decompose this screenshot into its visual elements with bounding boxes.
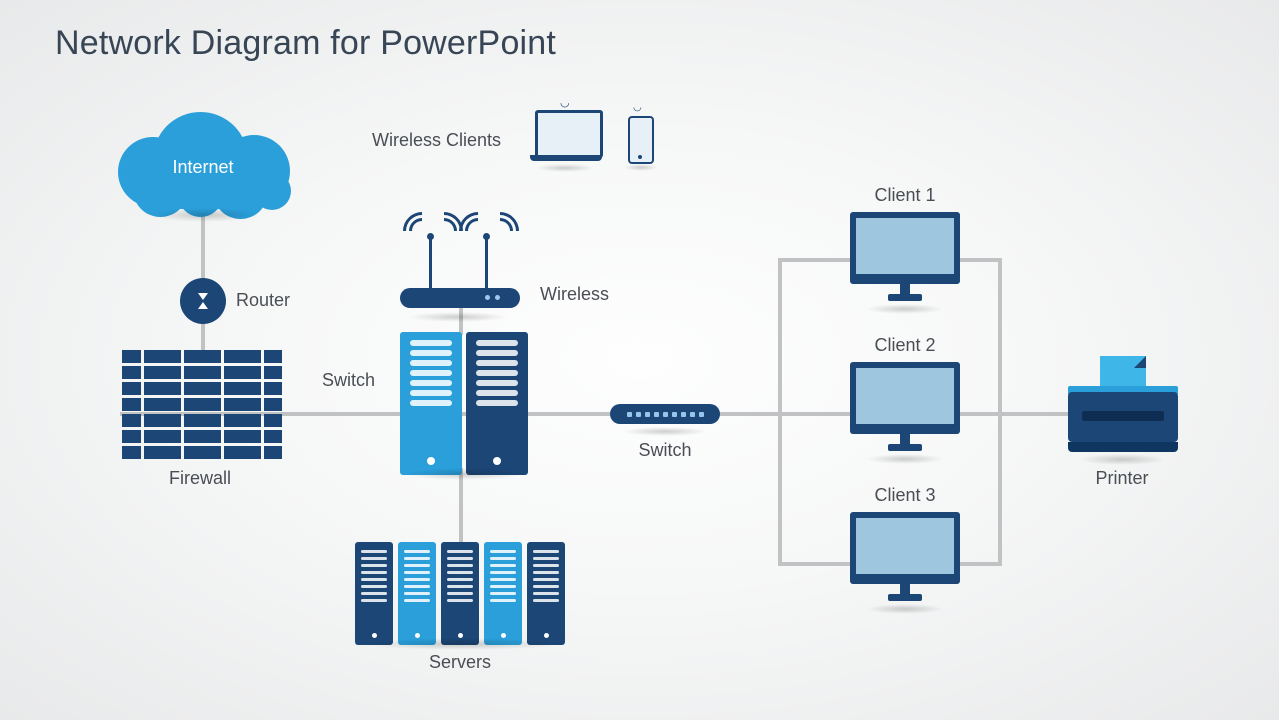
client1-label: Client 1	[874, 185, 935, 206]
edge-router-firewall	[201, 320, 205, 350]
server-small-3-icon	[441, 542, 479, 645]
wireless-router-icon	[395, 218, 525, 308]
edge-servers-switch	[530, 412, 610, 416]
laptop-shadow	[536, 164, 594, 172]
internet-cloud-icon: Internet	[118, 112, 288, 207]
phone-wifi-icon: ◡	[633, 102, 642, 113]
client1-shadow	[866, 304, 944, 314]
switch-label: Switch	[638, 440, 691, 461]
firewall-icon	[122, 350, 282, 459]
server-small-4-icon	[484, 542, 522, 645]
cloud-shadow	[150, 208, 260, 222]
client3-monitor-icon	[850, 512, 960, 607]
phone-icon	[628, 116, 654, 164]
edge-client3-right	[958, 562, 1002, 566]
printer-icon	[1068, 356, 1178, 456]
switch-text-label: Switch	[322, 370, 375, 391]
edge-bus-printer	[998, 412, 1070, 416]
diagram-canvas: Network Diagram for PowerPoint Internet …	[0, 0, 1279, 720]
edge-client1-right	[958, 258, 1002, 262]
router-icon	[180, 278, 226, 324]
laptop-icon: ◡	[530, 110, 602, 162]
switch-icon	[610, 404, 720, 424]
client2-label: Client 2	[874, 335, 935, 356]
edge-bus-client2	[778, 412, 853, 416]
big-server-shadow	[404, 468, 524, 480]
server-big-2-icon	[466, 332, 528, 475]
servers-label: Servers	[429, 652, 491, 673]
wireless-label: Wireless	[540, 284, 609, 305]
internet-label: Internet	[172, 157, 233, 178]
server-small-5-icon	[527, 542, 565, 645]
printer-shadow	[1078, 454, 1166, 465]
switch-shadow	[622, 427, 708, 436]
client3-shadow	[866, 604, 944, 614]
edge-client2-right	[958, 412, 1002, 416]
page-title: Network Diagram for PowerPoint	[55, 24, 556, 63]
firewall-label: Firewall	[169, 468, 231, 489]
server-small-2-icon	[398, 542, 436, 645]
phone-shadow	[624, 164, 658, 171]
client2-monitor-icon	[850, 362, 960, 457]
client1-monitor-icon	[850, 212, 960, 307]
edge-switch-bus	[718, 412, 778, 416]
client3-label: Client 3	[874, 485, 935, 506]
router-label: Router	[236, 290, 290, 311]
client2-shadow	[866, 454, 944, 464]
server-small-1-icon	[355, 542, 393, 645]
edge-bus-client3	[778, 562, 853, 566]
server-big-1-icon	[400, 332, 462, 475]
edge-bus-client1	[778, 258, 853, 262]
small-server-shadow	[362, 638, 562, 650]
printer-label: Printer	[1095, 468, 1148, 489]
wireless-shadow	[408, 312, 508, 322]
wireless-clients-label: Wireless Clients	[372, 130, 501, 151]
